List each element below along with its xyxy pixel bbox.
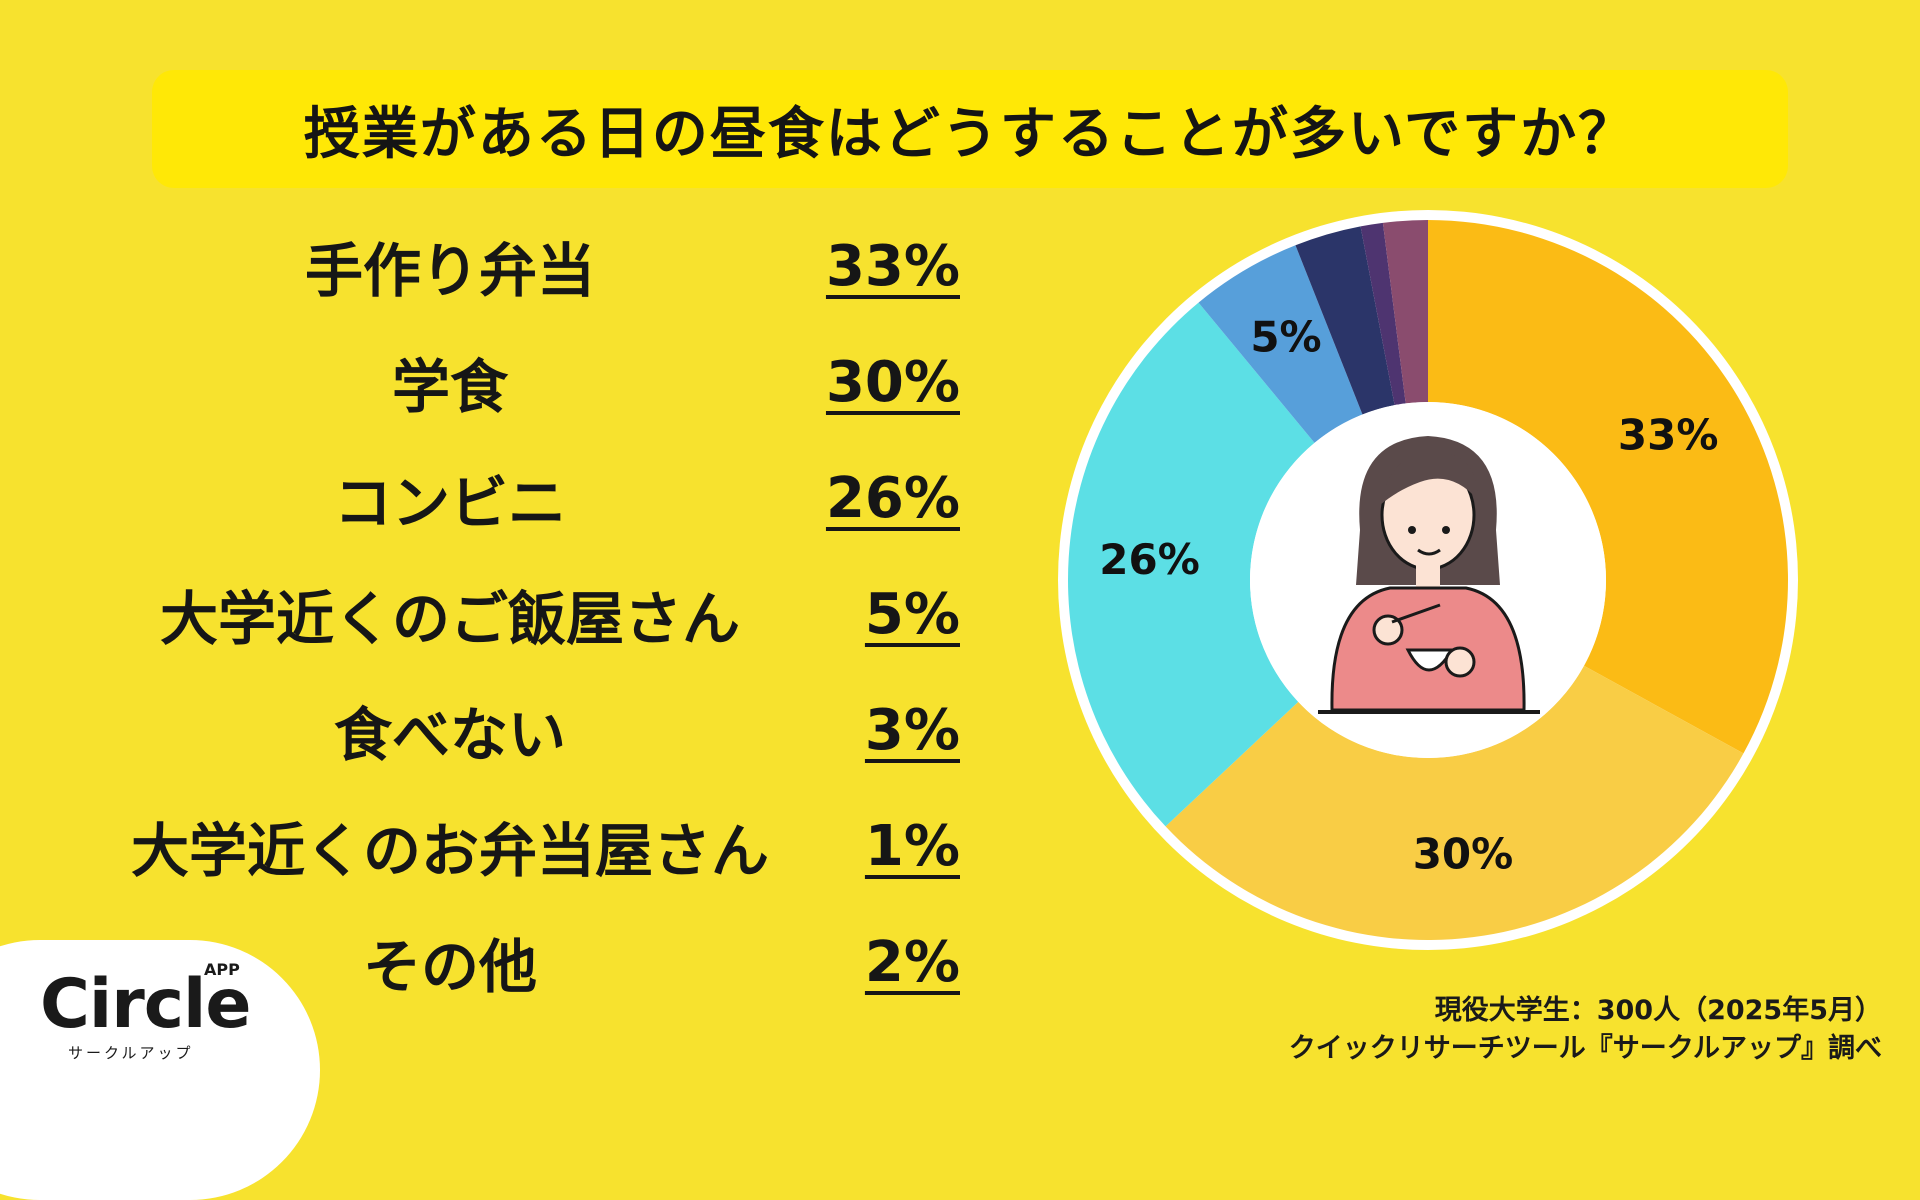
category-percent: 30%: [825, 349, 960, 415]
slice-label: 33%: [1618, 410, 1719, 459]
category-percent: 26%: [825, 465, 960, 531]
category-row: 大学近くのご飯屋さん 5%: [90, 564, 960, 664]
category-label: コンビニ: [333, 469, 566, 537]
logo-app-text: APP: [204, 960, 240, 979]
category-row: 大学近くのお弁当屋さん 1%: [90, 796, 960, 896]
source-note: 現役大学生：300人（2025年5月） クイックリサーチツール『サークルアップ』…: [1289, 992, 1882, 1068]
category-label: 手作り弁当: [304, 237, 595, 305]
logo-wordmark: Circle: [40, 965, 251, 1044]
category-label: 大学近くのお弁当屋さん: [130, 817, 769, 885]
donut-slice: [1360, 222, 1406, 406]
category-percent: 2%: [864, 929, 960, 995]
slice-label: 30%: [1413, 829, 1514, 878]
category-row: コンビニ 26%: [90, 448, 960, 548]
category-list: 手作り弁当 33% 学食 30% コンビニ 26% 大学近くのご飯屋さん 5% 食べない 3% 大学…: [0, 0, 1000, 1080]
category-label: その他: [362, 933, 537, 1001]
slice-label: 26%: [1099, 535, 1200, 584]
title-banner: 授業がある日の昼食はどうすることが多いですか？: [152, 70, 1788, 188]
woman-eating-illustration: [1318, 436, 1540, 714]
donut-slice: [1382, 220, 1428, 404]
category-label: 学食: [391, 353, 508, 421]
category-label: 大学近くのご飯屋さん: [159, 585, 740, 653]
donut-slice: [1295, 226, 1395, 415]
slice-label: 5%: [1250, 312, 1321, 361]
donut-chart: 33% 30% 26% 5%: [1058, 210, 1798, 950]
category-percent: 33%: [825, 233, 960, 299]
source-line-1: 現役大学生：300人（2025年5月）: [1434, 995, 1882, 1026]
category-row: 学食 30%: [90, 332, 960, 432]
category-row: 手作り弁当 33%: [90, 216, 960, 316]
chart-title: 授業がある日の昼食はどうすることが多いですか？: [303, 101, 1637, 167]
donut-slice: [1198, 245, 1363, 443]
category-row: その他 2%: [90, 912, 960, 1012]
logo-subtitle: サークルアップ: [68, 1044, 194, 1062]
category-label: 食べない: [333, 701, 566, 769]
category-percent: 5%: [864, 581, 960, 647]
category-percent: 1%: [864, 813, 960, 879]
donut-slice: [1428, 220, 1789, 754]
donut-slice: [1068, 302, 1315, 827]
source-line-2: クイックリサーチツール『サークルアップ』調べ: [1288, 1033, 1882, 1064]
donut-slice: [1165, 665, 1744, 941]
category-row: 食べない 3%: [90, 680, 960, 780]
category-percent: 3%: [864, 697, 960, 763]
